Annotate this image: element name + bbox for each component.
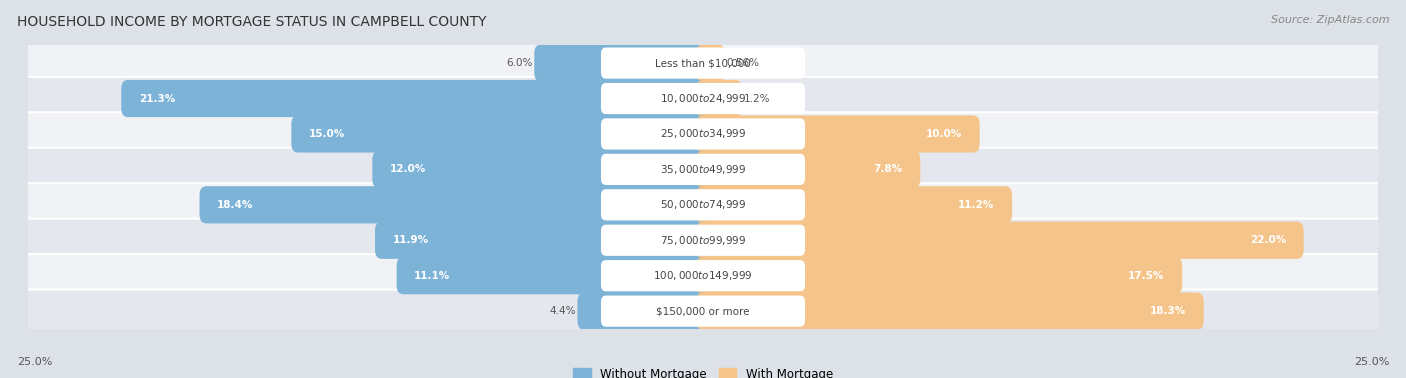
Legend: Without Mortgage, With Mortgage: Without Mortgage, With Mortgage	[568, 363, 838, 378]
FancyBboxPatch shape	[600, 83, 806, 114]
Text: 1.2%: 1.2%	[744, 93, 770, 104]
FancyBboxPatch shape	[18, 77, 1388, 120]
Text: 11.9%: 11.9%	[392, 235, 429, 245]
Text: 25.0%: 25.0%	[1354, 357, 1389, 367]
FancyBboxPatch shape	[600, 154, 806, 185]
FancyBboxPatch shape	[600, 48, 806, 79]
FancyBboxPatch shape	[600, 118, 806, 150]
FancyBboxPatch shape	[121, 80, 710, 117]
Text: Source: ZipAtlas.com: Source: ZipAtlas.com	[1271, 15, 1389, 25]
FancyBboxPatch shape	[18, 183, 1388, 226]
Text: 25.0%: 25.0%	[17, 357, 52, 367]
FancyBboxPatch shape	[375, 222, 710, 259]
FancyBboxPatch shape	[18, 254, 1388, 297]
FancyBboxPatch shape	[600, 189, 806, 220]
FancyBboxPatch shape	[696, 222, 1303, 259]
Text: 22.0%: 22.0%	[1250, 235, 1286, 245]
Text: 7.8%: 7.8%	[873, 164, 903, 174]
Text: $100,000 to $149,999: $100,000 to $149,999	[654, 269, 752, 282]
FancyBboxPatch shape	[696, 151, 921, 188]
Text: HOUSEHOLD INCOME BY MORTGAGE STATUS IN CAMPBELL COUNTY: HOUSEHOLD INCOME BY MORTGAGE STATUS IN C…	[17, 15, 486, 29]
FancyBboxPatch shape	[291, 115, 710, 153]
Text: Less than $10,000: Less than $10,000	[655, 58, 751, 68]
Text: 18.4%: 18.4%	[217, 200, 253, 210]
FancyBboxPatch shape	[696, 80, 742, 117]
FancyBboxPatch shape	[600, 296, 806, 327]
Text: 0.56%: 0.56%	[727, 58, 759, 68]
Text: 17.5%: 17.5%	[1128, 271, 1164, 281]
FancyBboxPatch shape	[396, 257, 710, 294]
FancyBboxPatch shape	[534, 45, 710, 82]
FancyBboxPatch shape	[18, 148, 1388, 191]
FancyBboxPatch shape	[578, 293, 710, 330]
Text: $10,000 to $24,999: $10,000 to $24,999	[659, 92, 747, 105]
FancyBboxPatch shape	[18, 290, 1388, 333]
Text: 10.0%: 10.0%	[927, 129, 962, 139]
FancyBboxPatch shape	[18, 112, 1388, 156]
FancyBboxPatch shape	[18, 42, 1388, 85]
Text: $150,000 or more: $150,000 or more	[657, 306, 749, 316]
Text: 15.0%: 15.0%	[309, 129, 344, 139]
FancyBboxPatch shape	[696, 293, 1204, 330]
Text: 6.0%: 6.0%	[506, 58, 533, 68]
Text: $25,000 to $34,999: $25,000 to $34,999	[659, 127, 747, 141]
FancyBboxPatch shape	[696, 257, 1182, 294]
Text: $75,000 to $99,999: $75,000 to $99,999	[659, 234, 747, 247]
FancyBboxPatch shape	[373, 151, 710, 188]
Text: 4.4%: 4.4%	[550, 306, 576, 316]
FancyBboxPatch shape	[696, 186, 1012, 223]
FancyBboxPatch shape	[200, 186, 710, 223]
FancyBboxPatch shape	[18, 218, 1388, 262]
Text: 12.0%: 12.0%	[389, 164, 426, 174]
FancyBboxPatch shape	[600, 225, 806, 256]
Text: 18.3%: 18.3%	[1150, 306, 1187, 316]
Text: 11.1%: 11.1%	[415, 271, 450, 281]
Text: $35,000 to $49,999: $35,000 to $49,999	[659, 163, 747, 176]
FancyBboxPatch shape	[696, 45, 725, 82]
FancyBboxPatch shape	[600, 260, 806, 291]
FancyBboxPatch shape	[696, 115, 980, 153]
Text: 11.2%: 11.2%	[959, 200, 994, 210]
Text: $50,000 to $74,999: $50,000 to $74,999	[659, 198, 747, 211]
Text: 21.3%: 21.3%	[139, 93, 176, 104]
